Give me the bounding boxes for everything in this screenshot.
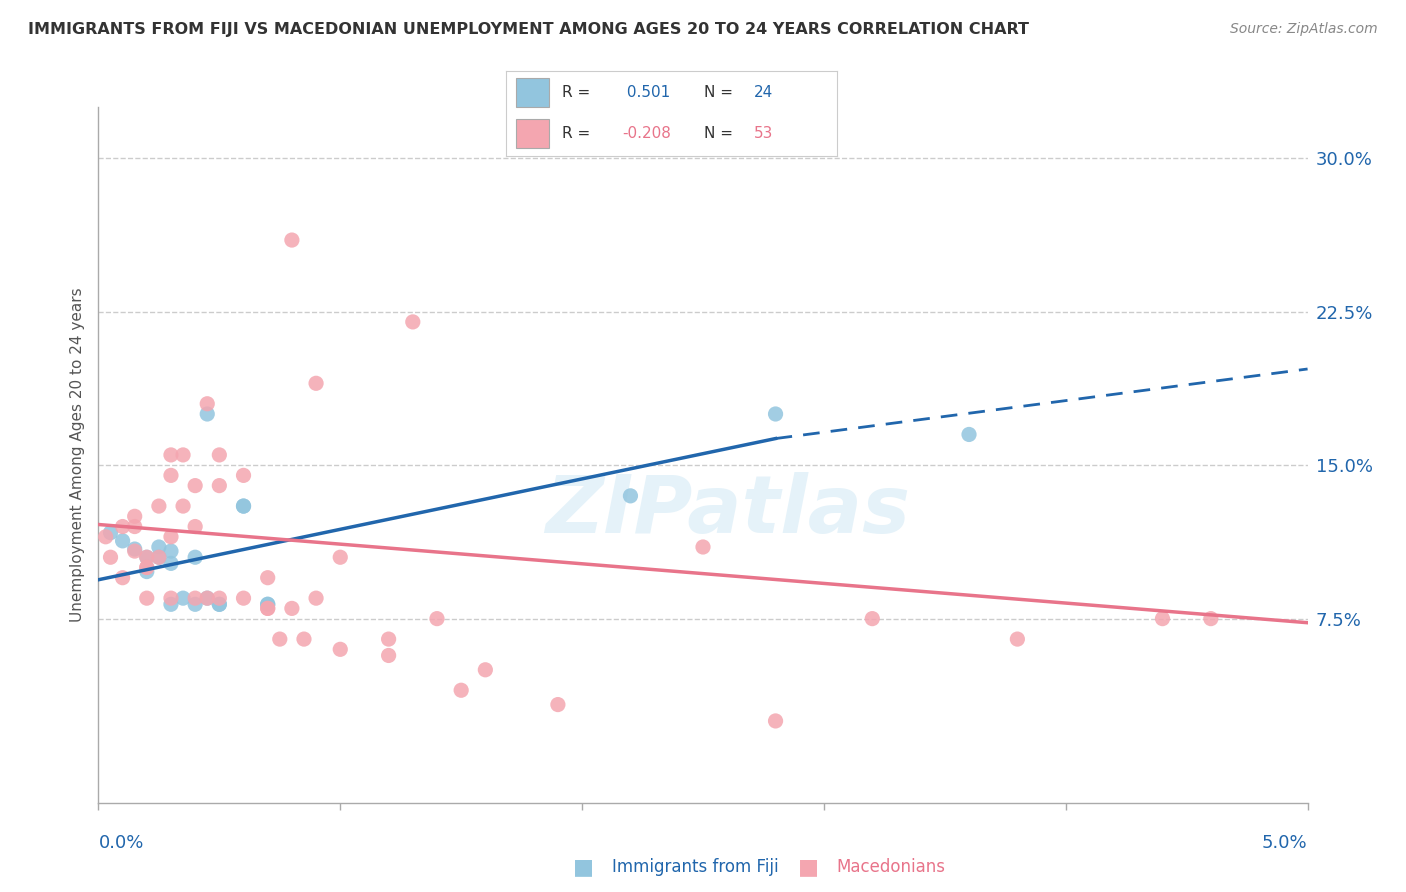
Text: 53: 53 <box>754 126 773 141</box>
Point <box>377 648 399 663</box>
Point <box>148 540 170 554</box>
Point <box>124 509 146 524</box>
Point <box>860 612 883 626</box>
Point <box>619 489 641 503</box>
Point <box>160 544 183 558</box>
Point <box>256 601 278 615</box>
Point <box>160 468 183 483</box>
Point <box>292 632 315 646</box>
Point <box>305 591 328 606</box>
Text: Macedonians: Macedonians <box>837 858 946 876</box>
Point <box>232 468 254 483</box>
Point <box>1007 632 1029 646</box>
Point <box>135 560 157 574</box>
Text: 0.0%: 0.0% <box>98 834 143 852</box>
Y-axis label: Unemployment Among Ages 20 to 24 years: Unemployment Among Ages 20 to 24 years <box>69 287 84 623</box>
Point <box>269 632 291 646</box>
Point <box>184 519 207 533</box>
Point <box>765 714 787 728</box>
Point <box>184 478 207 492</box>
Text: 24: 24 <box>754 85 773 100</box>
Text: N =: N = <box>704 85 734 100</box>
Point <box>135 550 157 565</box>
Point <box>135 560 157 574</box>
Point <box>160 557 183 571</box>
Text: R =: R = <box>562 126 591 141</box>
Point <box>765 407 787 421</box>
Text: N =: N = <box>704 126 734 141</box>
Point <box>256 601 278 615</box>
Point <box>256 571 278 585</box>
Point <box>111 519 134 533</box>
Text: ■: ■ <box>799 857 818 877</box>
Point <box>692 540 714 554</box>
Point <box>474 663 496 677</box>
Point <box>160 448 183 462</box>
Point <box>377 632 399 646</box>
Point <box>100 525 122 540</box>
Point <box>172 499 194 513</box>
Text: 0.501: 0.501 <box>621 85 671 100</box>
Point <box>100 550 122 565</box>
Point <box>256 597 278 611</box>
Point <box>281 233 304 247</box>
Point <box>184 550 207 565</box>
Point <box>232 499 254 513</box>
Point <box>172 591 194 606</box>
Point <box>160 597 183 611</box>
Point <box>450 683 472 698</box>
Point <box>124 542 146 557</box>
Text: ■: ■ <box>574 857 593 877</box>
Point <box>195 407 218 421</box>
Point <box>329 550 352 565</box>
Point <box>957 427 980 442</box>
Point <box>135 550 157 565</box>
Text: Immigrants from Fiji: Immigrants from Fiji <box>612 858 779 876</box>
Point <box>195 397 218 411</box>
Text: R =: R = <box>562 85 591 100</box>
Point <box>208 591 231 606</box>
Point <box>135 591 157 606</box>
Point <box>232 499 254 513</box>
Point <box>329 642 352 657</box>
Point <box>148 499 170 513</box>
Point <box>256 597 278 611</box>
Point <box>208 478 231 492</box>
Point <box>160 530 183 544</box>
Point <box>281 601 304 615</box>
Point <box>1199 612 1222 626</box>
Point <box>148 550 170 565</box>
Point <box>160 591 183 606</box>
Point <box>184 597 207 611</box>
Point <box>402 315 425 329</box>
Point <box>426 612 449 626</box>
Point <box>94 530 117 544</box>
FancyBboxPatch shape <box>516 78 550 107</box>
Point <box>124 519 146 533</box>
Text: IMMIGRANTS FROM FIJI VS MACEDONIAN UNEMPLOYMENT AMONG AGES 20 TO 24 YEARS CORREL: IMMIGRANTS FROM FIJI VS MACEDONIAN UNEMP… <box>28 22 1029 37</box>
Text: Source: ZipAtlas.com: Source: ZipAtlas.com <box>1230 22 1378 37</box>
FancyBboxPatch shape <box>516 119 550 147</box>
Point <box>148 550 170 565</box>
Point <box>208 597 231 611</box>
Point <box>305 376 328 391</box>
Point <box>195 591 218 606</box>
Point <box>232 591 254 606</box>
Point <box>195 591 218 606</box>
Point <box>1152 612 1174 626</box>
Text: -0.208: -0.208 <box>621 126 671 141</box>
Point <box>111 533 134 548</box>
Point <box>135 565 157 579</box>
Point <box>547 698 569 712</box>
Point <box>184 591 207 606</box>
Point <box>172 448 194 462</box>
Point <box>208 448 231 462</box>
Point <box>111 571 134 585</box>
Point <box>124 544 146 558</box>
Point <box>208 597 231 611</box>
Text: ZIPatlas: ZIPatlas <box>544 472 910 549</box>
Text: 5.0%: 5.0% <box>1263 834 1308 852</box>
